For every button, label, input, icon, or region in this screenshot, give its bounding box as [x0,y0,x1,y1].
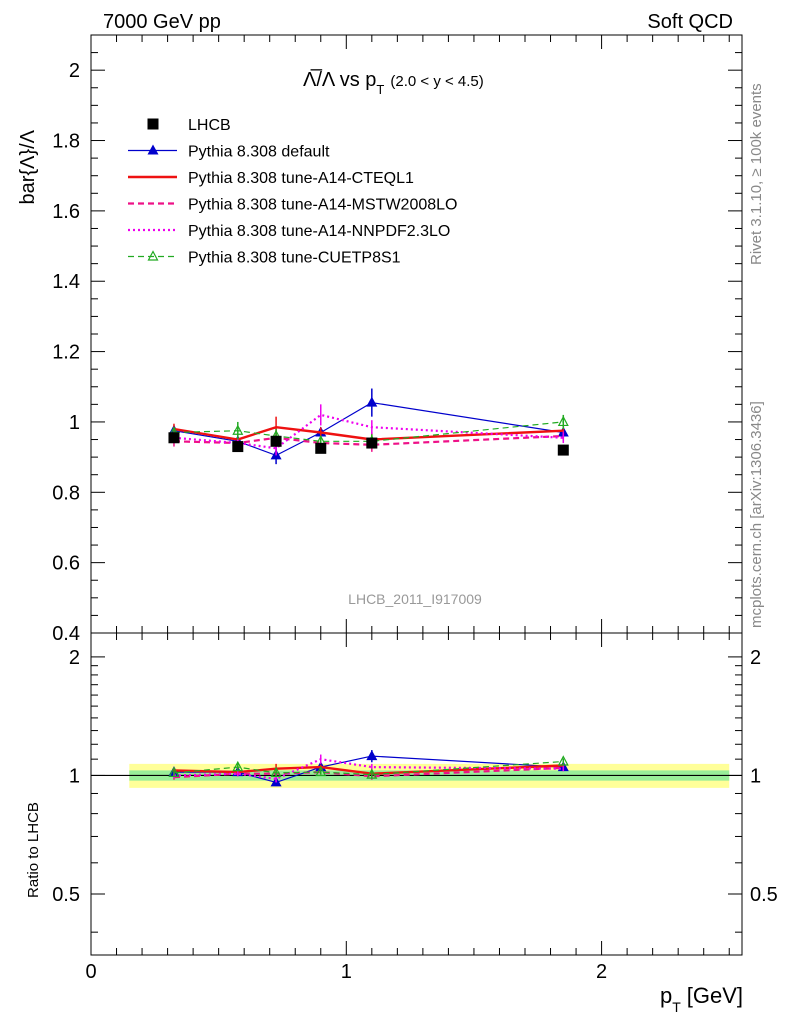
main-point [232,424,244,435]
ratio-point [557,755,569,766]
ratio-y-tick-labels: 0.5 0.5 1 1 2 2 [52,647,778,906]
main-y-tick-label: 0.6 [52,553,80,575]
legend-swatch-marker [147,118,159,130]
ratio-point [168,766,180,778]
main-point [315,442,327,454]
main-point [270,435,282,447]
ratio-point [270,766,282,778]
legend-item-pythia-8-308-tune-a14-nnpdf2-3lo: Pythia 8.308 tune-A14-NNPDF2.3LO [128,223,450,240]
legend-item-pythia-8-308-tune-cuetp8s1: Pythia 8.308 tune-CUETP8S1 [128,250,401,267]
x-axis-label: pT [GeV] [660,983,743,1015]
x-tick-label: 0 [85,961,96,983]
main-y-tick-label: 0.4 [52,623,80,645]
legend-item-pythia-8-308-default: Pythia 8.308 default [128,144,330,161]
main-series-group [168,388,569,465]
main-point [557,415,569,427]
main-y-tick-label: 1.4 [52,271,80,293]
ratio-y-tick-label-right: 2 [750,647,761,669]
ratio-series-group [168,750,569,787]
legend-swatch-marker [147,250,159,261]
ratio-y-tick-label-right: 1 [750,765,761,787]
ratio-axis-ticks [90,633,742,955]
x-tick-label: 1 [341,961,352,983]
legend-label: LHCB [188,117,231,134]
mcplots-reference-label: mcplots.cern.ch [arXiv:1306.3436] [748,401,765,628]
x-tick-labels: 0 1 2 [85,961,607,983]
main-series-lhcb [168,432,569,456]
main-point [366,396,378,407]
ratio-series-pythia-8-308-tune-cuetp8s1 [168,755,569,779]
legend-label: Pythia 8.308 tune-A14-NNPDF2.3LO [188,223,450,240]
main-series-pythia-8-308-default [168,388,569,465]
x-axis-label-text: p [660,983,672,1008]
legend-item-pythia-8-308-tune-a14-cteql1: Pythia 8.308 tune-A14-CTEQL1 [128,170,414,187]
ratio-panel-frame [90,632,743,956]
main-title-subscript: T [376,82,384,97]
rivet-version-label: Rivet 3.1.10, ≥ 100k events [748,83,765,265]
main-y-tick-label: 2 [69,60,80,82]
main-line-pythia-8-308-tune-a14-mstw2008lo [173,434,564,446]
legend-item-pythia-8-308-tune-a14-mstw2008lo: Pythia 8.308 tune-A14-MSTW2008LO [128,197,457,214]
ratio-y-axis-label: Ratio to LHCB [25,802,42,898]
main-title-range: (2.0 < y < 4.5) [390,73,483,90]
main-axis-ticks [90,34,742,634]
ratio-point [232,760,244,772]
main-y-tick-label: 0.8 [52,482,80,504]
x-tick-label: 2 [596,961,607,983]
ratio-y-tick-label-right: 0.5 [750,884,778,906]
legend: LHCB Pythia 8.308 default Pythia 8.308 tun… [128,117,457,267]
header-left-label: 7000 GeV pp [103,11,221,33]
legend-item-lhcb: LHCB [147,117,231,134]
main-y-tick-label: 1.6 [52,201,80,223]
ratio-line-pythia-8-308-tune-cuetp8s1 [173,760,564,776]
main-y-tick-label: 1 [69,412,80,434]
main-line-pythia-8-308-tune-cuetp8s1 [173,421,564,442]
main-y-tick-label: 1.8 [52,131,80,153]
main-y-tick-labels: 0.4 0.6 0.8 1 1.2 1.4 1.6 1.8 2 [52,60,80,645]
main-title-text: Λ̅/Λ vs p [303,68,376,91]
main-point [232,441,244,453]
main-title: Λ̅/Λ vs pT (2.0 < y < 4.5) [303,68,484,97]
main-y-tick-label: 1.2 [52,342,80,364]
legend-label: Pythia 8.308 tune-A14-CTEQL1 [188,170,414,187]
ratio-point [366,750,378,761]
ratio-y-tick-label: 0.5 [52,884,80,906]
analysis-watermark: LHCB_2011_I917009 [348,591,482,607]
ratio-y-tick-label: 2 [69,647,80,669]
ratio-y-tick-label: 1 [69,765,80,787]
legend-swatch-marker [147,144,159,155]
legend-label: Pythia 8.308 tune-CUETP8S1 [188,250,401,267]
ratio-line-pythia-8-308-tune-a14-nnpdf2-3lo [173,758,564,781]
main-point [557,444,569,456]
header-right-label: Soft QCD [647,11,733,33]
legend-label: Pythia 8.308 default [188,144,330,161]
main-line-pythia-8-308-default [173,401,564,457]
x-axis-label-unit: [GeV] [687,983,743,1008]
main-point [168,432,180,444]
main-y-axis-label: bar{Λ}/Λ [17,129,39,204]
ratio-point [366,768,378,779]
main-line-pythia-8-308-tune-a14-nnpdf2-3lo [173,413,564,450]
main-point [366,437,378,449]
x-axis-label-subscript: T [672,999,681,1015]
legend-label: Pythia 8.308 tune-A14-MSTW2008LO [188,197,457,214]
ratio-point [315,765,327,777]
